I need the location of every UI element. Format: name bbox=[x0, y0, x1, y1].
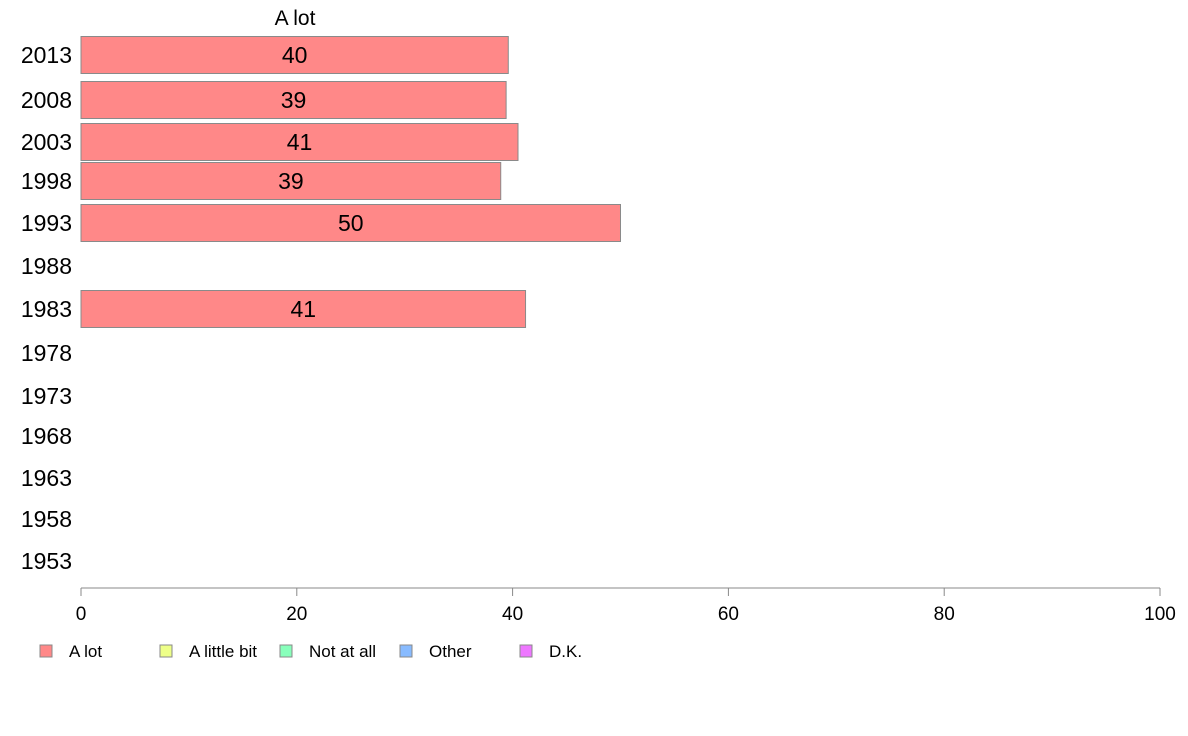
legend-swatch bbox=[399, 644, 413, 658]
x-tick-label: 0 bbox=[76, 604, 87, 625]
y-tick-label: 1968 bbox=[21, 423, 72, 449]
y-tick-label: 1978 bbox=[21, 340, 72, 366]
bar-data-label: 41 bbox=[290, 296, 316, 322]
bar-data-label: 50 bbox=[338, 210, 364, 236]
y-tick-label: 1988 bbox=[21, 253, 72, 279]
legend-label: Other bbox=[429, 642, 472, 661]
bar bbox=[80, 123, 519, 161]
x-tick-label: 100 bbox=[1144, 604, 1176, 625]
bar bbox=[80, 36, 509, 74]
bar-data-label: 39 bbox=[281, 87, 307, 113]
y-tick-label: 1983 bbox=[21, 296, 72, 322]
legend: A lot A little bit Not at all Other D.K. bbox=[39, 642, 582, 661]
chart-title: A lot bbox=[275, 7, 316, 30]
bar bbox=[80, 204, 621, 242]
legend-item: Not at all bbox=[279, 642, 376, 661]
y-axis-labels: 2013 2008 2003 1998 1993 1988 1983 1978 1973 1968… bbox=[21, 42, 72, 574]
y-tick-label: 1993 bbox=[21, 210, 72, 236]
y-tick-label: 1953 bbox=[21, 548, 72, 574]
legend-item: A little bit bbox=[159, 642, 257, 661]
legend-label: D.K. bbox=[549, 642, 582, 661]
bars-layer: 40 39 41 39 50 41 bbox=[80, 36, 621, 328]
bar-data-label: 40 bbox=[282, 42, 308, 68]
x-tick-label: 40 bbox=[502, 604, 523, 625]
y-tick-label: 1998 bbox=[21, 168, 72, 194]
legend-swatch bbox=[39, 644, 53, 658]
legend-label: Not at all bbox=[309, 642, 376, 661]
legend-item: D.K. bbox=[519, 642, 582, 661]
legend-item: Other bbox=[399, 642, 472, 661]
bar bbox=[80, 162, 502, 200]
x-tick-label: 80 bbox=[934, 604, 955, 625]
y-tick-label: 2013 bbox=[21, 42, 72, 68]
legend-label: A little bit bbox=[189, 642, 257, 661]
legend-swatch bbox=[279, 644, 293, 658]
y-tick-label: 2008 bbox=[21, 87, 72, 113]
y-tick-label: 1973 bbox=[21, 383, 72, 409]
x-tick-label: 20 bbox=[286, 604, 307, 625]
y-tick-label: 2003 bbox=[21, 129, 72, 155]
legend-swatch bbox=[159, 644, 173, 658]
bar-data-label: 41 bbox=[287, 129, 313, 155]
legend-swatch bbox=[519, 644, 533, 658]
x-tick-label: 60 bbox=[718, 604, 739, 625]
bar bbox=[80, 81, 507, 119]
legend-item: A lot bbox=[39, 642, 102, 661]
legend-label: A lot bbox=[69, 642, 102, 661]
bar-data-label: 39 bbox=[278, 168, 304, 194]
y-tick-label: 1963 bbox=[21, 465, 72, 491]
y-tick-label: 1958 bbox=[21, 506, 72, 532]
bar bbox=[80, 290, 527, 328]
x-axis: 0 20 40 60 80 100 bbox=[76, 587, 1176, 625]
